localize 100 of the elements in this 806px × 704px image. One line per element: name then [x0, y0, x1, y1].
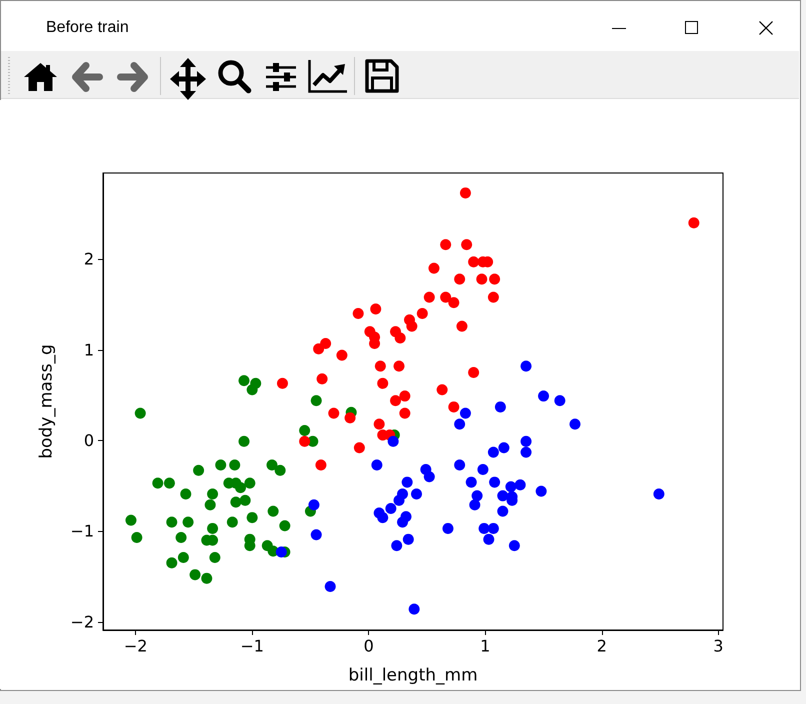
point — [226, 516, 238, 528]
point — [201, 572, 212, 584]
chart-title: Before train — [46, 18, 129, 38]
point — [310, 529, 322, 540]
point — [230, 496, 242, 508]
point — [308, 499, 320, 510]
point — [424, 471, 435, 482]
point — [204, 499, 216, 510]
point — [352, 308, 364, 320]
point — [266, 459, 278, 470]
point — [472, 490, 483, 502]
point — [402, 534, 414, 545]
point — [402, 476, 413, 488]
point — [193, 464, 204, 476]
point — [394, 360, 405, 372]
point — [440, 292, 452, 303]
point — [207, 488, 218, 500]
point — [215, 459, 226, 470]
point — [394, 332, 406, 344]
point — [536, 486, 547, 497]
point — [238, 436, 250, 447]
point — [488, 292, 499, 303]
point — [399, 390, 410, 402]
x-tick-label: −1 — [240, 636, 264, 656]
point — [299, 425, 310, 436]
point — [390, 395, 402, 406]
point — [316, 373, 328, 384]
point — [456, 320, 468, 332]
point — [268, 506, 279, 517]
point — [246, 384, 258, 396]
point — [538, 390, 550, 402]
point — [324, 580, 336, 592]
point — [436, 384, 448, 396]
point — [505, 481, 516, 492]
point — [497, 490, 508, 502]
point — [131, 532, 142, 544]
point — [428, 262, 440, 274]
point — [454, 459, 466, 470]
point — [460, 187, 471, 198]
x-tick-label: −2 — [124, 636, 148, 656]
point — [483, 534, 494, 545]
point — [391, 540, 402, 552]
point — [478, 522, 490, 534]
point — [448, 297, 460, 308]
point — [246, 512, 258, 524]
point — [374, 360, 386, 372]
point — [653, 488, 664, 500]
point — [371, 459, 382, 470]
x-tick-label: 2 — [596, 636, 607, 656]
point — [514, 479, 526, 490]
point — [440, 239, 452, 250]
point — [489, 476, 500, 488]
point — [279, 520, 290, 532]
point — [377, 512, 388, 524]
point — [520, 446, 532, 458]
point — [408, 604, 420, 615]
point — [488, 446, 499, 458]
point — [134, 408, 146, 419]
point — [354, 442, 365, 454]
point — [276, 546, 287, 558]
point — [554, 395, 566, 406]
point — [125, 514, 136, 526]
point — [411, 488, 422, 500]
point — [442, 522, 454, 534]
point — [416, 308, 428, 320]
point — [570, 418, 580, 430]
point — [394, 494, 405, 506]
point — [180, 488, 192, 500]
point — [176, 532, 187, 544]
point — [344, 412, 356, 424]
point — [424, 292, 435, 303]
point — [377, 378, 388, 389]
point — [477, 464, 488, 476]
point — [209, 552, 220, 563]
point — [310, 395, 322, 406]
point — [520, 436, 532, 447]
point — [448, 401, 460, 412]
point — [497, 506, 508, 517]
y-tick-label: 2 — [84, 250, 94, 269]
point — [520, 360, 532, 372]
point — [468, 256, 480, 268]
point — [190, 569, 201, 580]
point — [315, 459, 326, 470]
point — [229, 459, 240, 470]
point — [336, 350, 348, 361]
point — [370, 304, 382, 315]
point — [166, 557, 178, 568]
point — [244, 478, 256, 489]
point — [152, 478, 164, 489]
point — [454, 274, 466, 285]
y-tick-label: −2 — [70, 612, 94, 632]
x-axis-title: bill_length_mm — [348, 666, 478, 686]
point — [461, 239, 472, 250]
point — [688, 217, 700, 228]
point — [276, 378, 288, 389]
point — [397, 516, 408, 528]
point — [207, 522, 218, 534]
x-tick-label: 3 — [713, 636, 724, 656]
point — [240, 494, 251, 506]
point — [498, 442, 510, 454]
